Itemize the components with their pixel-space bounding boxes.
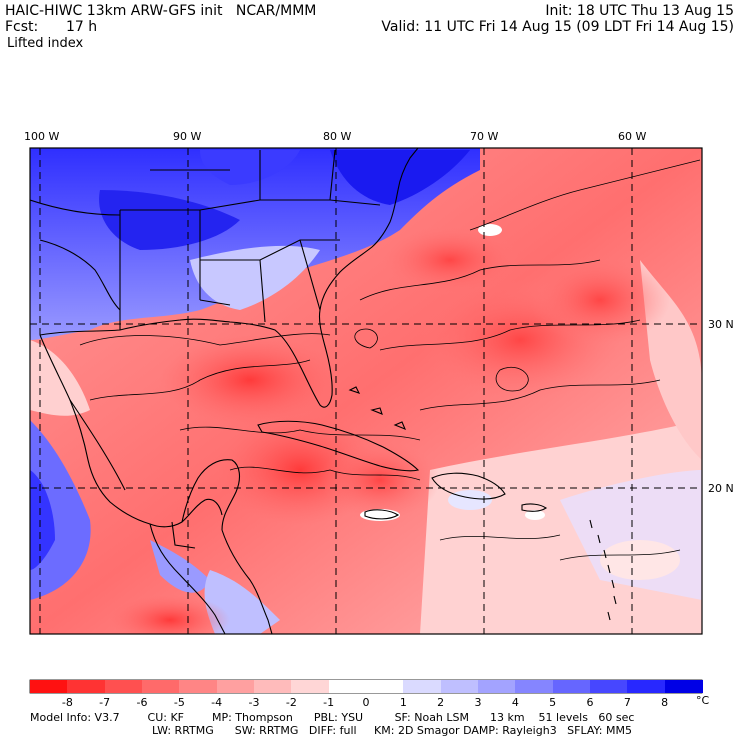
lon-label-80w: 80 W (323, 130, 352, 143)
colorbar-tick-label: 0 (362, 696, 370, 709)
colorbar-tick-label: -1 (323, 696, 335, 709)
model-info-line2: LW: RRTMG SW: RRTMG DIFF: full KM: 2D Sm… (152, 724, 632, 737)
map-field (30, 148, 702, 634)
plot-title: HAIC-HIWC 13km ARW-GFS init NCAR/MMM (5, 3, 317, 19)
colorbar-tick-label: -6 (136, 696, 148, 709)
lat-label-30n: 30 N (708, 318, 734, 331)
colorbar-segment (142, 680, 180, 693)
colorbar-segment (104, 680, 143, 693)
colorbar-tick-label: -3 (248, 696, 260, 709)
lat-label-20n: 20 N (708, 482, 734, 495)
model-info-line1: Model Info: V3.7 CU: KF MP: Thompson PBL… (30, 711, 635, 724)
colorbar-segment (590, 680, 628, 693)
colorbar-tick-label: 6 (586, 696, 594, 709)
colorbar-segment (328, 680, 367, 693)
colorbar-unit: °C (696, 694, 710, 707)
colorbar-segment (30, 680, 68, 693)
colorbar-tick-label: -7 (99, 696, 111, 709)
colorbar-tick-label: 2 (437, 696, 445, 709)
field-name: Lifted index (7, 36, 84, 51)
colorbar-segment (179, 680, 218, 693)
lat-lon-grid (30, 148, 702, 634)
colorbar-tick-label: 5 (549, 696, 557, 709)
lon-label-70w: 70 W (470, 130, 499, 143)
colorbar-segment (515, 680, 554, 693)
colorbar-segment (440, 680, 479, 693)
colorbar-tick-label: 8 (661, 696, 669, 709)
colorbar-segment (291, 680, 330, 693)
colorbar-tick-label: -8 (61, 696, 73, 709)
colorbar-segment (216, 680, 255, 693)
forecast-label: Fcst: (5, 19, 39, 35)
colorbar-segment (254, 680, 292, 693)
colorbar-segment (403, 680, 442, 693)
valid-time: Valid: 11 UTC Fri 14 Aug 15 (09 LDT Fri … (381, 19, 734, 35)
lon-label-100w: 100 W (24, 130, 60, 143)
colorbar-tick-label: 7 (623, 696, 631, 709)
lon-label-90w: 90 W (173, 130, 202, 143)
lon-label-60w: 60 W (618, 130, 647, 143)
map-frame (29, 147, 703, 635)
forecast-hour: 17 h (66, 19, 98, 35)
colorbar-segment (552, 680, 591, 693)
colorbar-tick-label: 1 (399, 696, 407, 709)
colorbar-tick-label: 4 (511, 696, 519, 709)
colorbar-segment (627, 680, 666, 693)
colorbar-tick-label: -4 (211, 696, 223, 709)
init-time: Init: 18 UTC Thu 13 Aug 15 (545, 3, 734, 19)
colorbar-segment (67, 680, 106, 693)
colorbar-tick-label: -5 (173, 696, 185, 709)
colorbar-tick-label: -2 (285, 696, 297, 709)
colorbar-segment (664, 680, 703, 693)
colorbar-tick-label: 3 (474, 696, 482, 709)
colorbar-segment (366, 680, 404, 693)
colorbar-segment (478, 680, 516, 693)
